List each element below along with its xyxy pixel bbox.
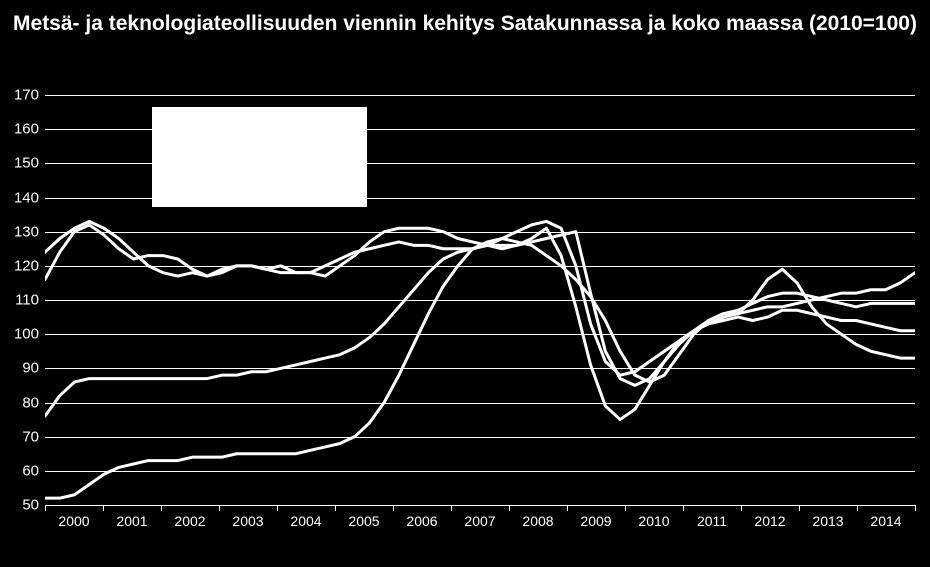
- y-tick-label: 120: [4, 257, 39, 274]
- x-tick-label: 2011: [697, 513, 727, 529]
- x-tick-mark: [335, 505, 336, 511]
- x-tick-label: 2002: [174, 513, 205, 529]
- y-tick-label: 90: [4, 360, 39, 377]
- y-tick-label: 100: [4, 326, 39, 343]
- y-tick-label: 80: [4, 394, 39, 411]
- y-tick-label: 110: [4, 292, 39, 309]
- x-tick-label: 2000: [58, 513, 89, 529]
- grid-line: [45, 505, 915, 506]
- x-tick-mark: [45, 505, 46, 511]
- y-tick-label: 170: [4, 87, 39, 104]
- x-tick-mark: [393, 505, 394, 511]
- y-tick-label: 150: [4, 155, 39, 172]
- x-tick-mark: [219, 505, 220, 511]
- y-tick-label: 130: [4, 223, 39, 240]
- x-tick-label: 2009: [580, 513, 611, 529]
- x-tick-label: 2014: [870, 513, 901, 529]
- x-tick-label: 2006: [406, 513, 437, 529]
- x-tick-mark: [103, 505, 104, 511]
- y-tick-label: 140: [4, 189, 39, 206]
- x-tick-label: 2001: [116, 513, 147, 529]
- series-line-series-a: [45, 221, 915, 419]
- series-line-series-d: [45, 239, 915, 499]
- y-tick-label: 50: [4, 497, 39, 514]
- y-tick-label: 160: [4, 121, 39, 138]
- x-tick-label: 2005: [348, 513, 379, 529]
- x-tick-mark: [567, 505, 568, 511]
- x-tick-mark: [161, 505, 162, 511]
- x-tick-mark: [915, 505, 916, 511]
- x-tick-label: 2007: [464, 513, 495, 529]
- x-tick-label: 2012: [754, 513, 785, 529]
- x-tick-mark: [451, 505, 452, 511]
- x-tick-mark: [683, 505, 684, 511]
- x-tick-label: 2013: [812, 513, 843, 529]
- x-tick-mark: [799, 505, 800, 511]
- x-tick-mark: [625, 505, 626, 511]
- x-tick-label: 2010: [638, 513, 669, 529]
- x-tick-label: 2008: [522, 513, 553, 529]
- x-tick-mark: [277, 505, 278, 511]
- x-tick-mark: [741, 505, 742, 511]
- x-tick-label: 2003: [232, 513, 263, 529]
- x-tick-mark: [857, 505, 858, 511]
- chart-container: Metsä- ja teknologiateollisuuden viennin…: [0, 0, 930, 567]
- chart-title: Metsä- ja teknologiateollisuuden viennin…: [0, 10, 930, 37]
- x-tick-mark: [509, 505, 510, 511]
- legend-box: [152, 107, 367, 207]
- y-tick-label: 60: [4, 462, 39, 479]
- x-tick-label: 2004: [290, 513, 321, 529]
- y-tick-label: 70: [4, 428, 39, 445]
